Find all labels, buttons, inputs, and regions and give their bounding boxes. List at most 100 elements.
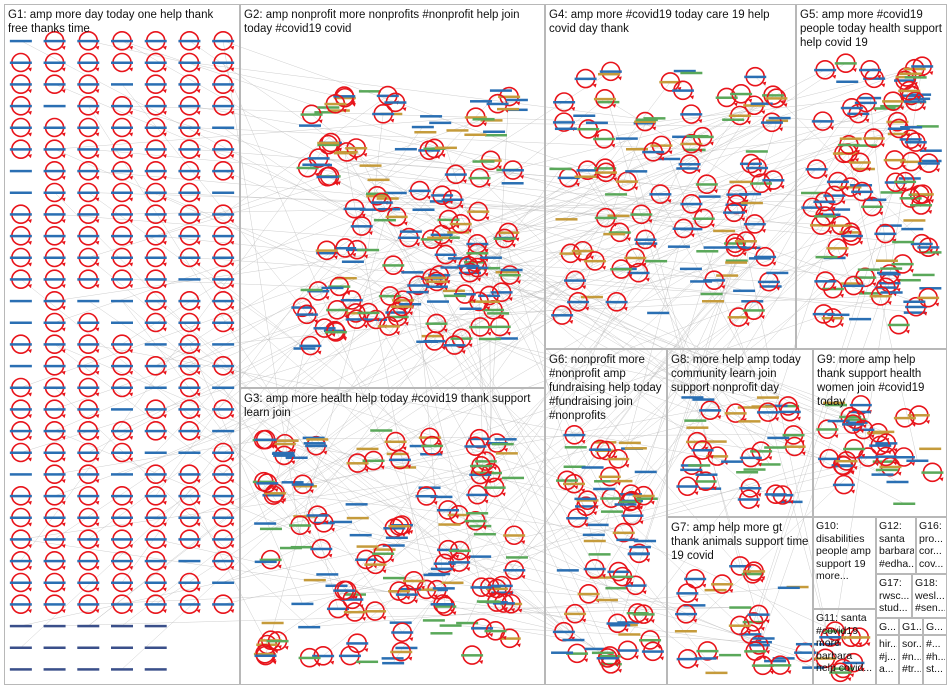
self-loop-arrowhead	[390, 118, 395, 123]
node	[9, 364, 32, 368]
node	[416, 340, 439, 343]
node	[764, 493, 787, 496]
edge	[323, 522, 617, 589]
node	[111, 299, 133, 303]
self-loop-arrowhead	[129, 370, 133, 375]
self-loop-arrowhead	[709, 141, 714, 146]
edge	[448, 237, 881, 446]
self-loop-arrowhead	[342, 108, 347, 113]
self-loop-arrowhead	[633, 186, 638, 191]
self-loop-arrowhead	[230, 479, 235, 484]
node	[266, 639, 289, 643]
node	[745, 150, 768, 153]
node	[729, 180, 752, 184]
node	[294, 484, 317, 488]
self-loop-arrowhead	[95, 219, 100, 224]
node	[562, 638, 585, 642]
node	[77, 581, 100, 584]
node	[680, 202, 703, 206]
node	[612, 531, 635, 535]
node	[859, 292, 882, 295]
node	[433, 562, 456, 565]
self-loop-arrowhead	[406, 596, 411, 601]
group-label: G12: santa barbara #edha...	[879, 520, 914, 570]
node	[77, 408, 100, 411]
self-loop-arrowhead	[858, 642, 863, 647]
node	[359, 164, 382, 167]
group-g15: G...	[923, 618, 947, 635]
self-loop-arrowhead	[839, 322, 844, 327]
node	[706, 455, 729, 458]
node	[43, 364, 66, 368]
self-loop-arrowhead	[484, 499, 489, 504]
self-loop-arrowhead	[27, 435, 32, 440]
node	[812, 312, 835, 316]
edge	[223, 290, 745, 345]
self-loop-arrowhead	[652, 126, 657, 131]
node	[407, 284, 430, 287]
group-label: G9: more amp help thank support health w…	[817, 354, 925, 408]
node	[716, 274, 739, 277]
edge	[573, 178, 910, 484]
self-loop-arrowhead	[476, 277, 481, 282]
node	[726, 193, 749, 196]
node	[412, 208, 435, 212]
node	[635, 118, 658, 122]
node	[285, 456, 308, 460]
node	[577, 592, 600, 596]
node	[212, 538, 235, 541]
node	[77, 516, 100, 519]
self-loop-arrowhead	[762, 656, 767, 661]
node	[688, 464, 711, 467]
self-loop-arrowhead	[351, 595, 356, 600]
node	[178, 213, 201, 216]
self-loop-arrowhead	[694, 663, 699, 668]
group-g2: G2: amp nonprofit more nonprofits #nonpr…	[240, 4, 545, 388]
node	[291, 483, 314, 486]
node	[9, 343, 32, 346]
node	[899, 197, 922, 200]
node	[414, 130, 437, 134]
node	[9, 494, 32, 498]
node	[754, 255, 777, 259]
edge	[629, 224, 822, 443]
self-loop-arrowhead	[196, 219, 201, 224]
self-loop-arrowhead	[667, 199, 672, 204]
self-loop-arrowhead	[95, 370, 100, 375]
node	[77, 559, 100, 563]
self-loop-arrowhead	[698, 119, 703, 124]
self-loop-arrowhead	[395, 331, 400, 336]
node	[805, 168, 828, 171]
node	[505, 98, 528, 102]
self-loop-arrowhead	[162, 89, 167, 94]
group-g10: G10: disabilities people amp support 19 …	[813, 517, 876, 609]
node	[254, 438, 277, 442]
node	[443, 344, 466, 347]
edge	[88, 300, 596, 649]
self-loop-arrowhead	[479, 660, 484, 665]
node	[464, 445, 487, 448]
self-loop-arrowhead	[733, 102, 738, 107]
self-loop-arrowhead	[748, 98, 753, 103]
node	[345, 146, 368, 150]
node	[429, 121, 452, 125]
node	[77, 494, 100, 498]
node	[470, 586, 493, 589]
node	[491, 591, 514, 594]
node	[111, 364, 133, 368]
node	[875, 455, 898, 458]
self-loop-arrowhead	[27, 349, 32, 354]
self-loop-arrowhead	[61, 197, 66, 202]
self-loop-arrowhead	[611, 143, 616, 148]
node	[212, 191, 235, 194]
node	[43, 581, 66, 584]
self-loop-arrowhead	[351, 101, 356, 106]
node	[686, 134, 709, 138]
self-loop-arrowhead	[575, 182, 580, 187]
node	[430, 233, 453, 237]
edge	[302, 397, 768, 485]
self-loop-arrowhead	[375, 317, 380, 322]
node	[312, 521, 335, 525]
self-loop-arrowhead	[928, 210, 933, 215]
self-loop-arrowhead	[905, 329, 910, 334]
